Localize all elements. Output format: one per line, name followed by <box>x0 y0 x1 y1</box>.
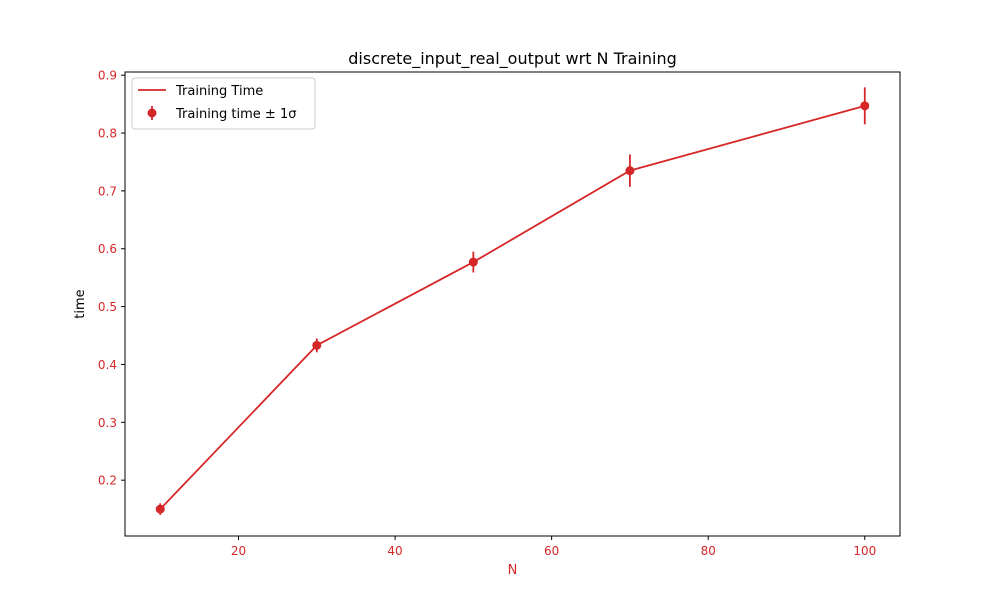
y-axis-label: time <box>73 289 88 318</box>
data-point-marker <box>625 166 635 176</box>
y-tick-label: 0.9 <box>98 69 117 83</box>
x-tick-label: 40 <box>387 544 402 558</box>
x-tick-label: 20 <box>231 544 246 558</box>
legend-label-training-time: Training Time <box>175 84 263 99</box>
legend: Training Time Training time ± 1σ <box>131 77 316 130</box>
x-tick-label: 60 <box>544 544 559 558</box>
y-tick-label: 0.4 <box>98 358 117 372</box>
data-point-marker <box>312 340 322 350</box>
y-tick-label: 0.5 <box>98 300 117 314</box>
data-markers <box>155 101 870 514</box>
legend-marker-swatch <box>147 108 157 118</box>
x-axis-ticks: 20 40 60 80 100 <box>231 536 876 558</box>
data-point-marker <box>468 257 478 267</box>
chart-title: discrete_input_real_output wrt N Trainin… <box>348 49 676 69</box>
plot-frame <box>124 71 901 537</box>
y-tick-label: 0.8 <box>98 127 117 141</box>
y-tick-label: 0.7 <box>98 184 117 198</box>
data-point-marker <box>860 101 870 111</box>
x-axis-label: N <box>508 563 518 578</box>
data-point-marker <box>155 504 165 514</box>
legend-label-training-sigma: Training time ± 1σ <box>175 107 296 122</box>
y-tick-label: 0.2 <box>98 474 117 488</box>
y-axis-ticks: 0.2 0.3 0.4 0.5 0.6 0.7 0.8 0.9 <box>98 69 125 488</box>
legend-box <box>131 77 316 130</box>
y-tick-label: 0.6 <box>98 242 117 256</box>
x-tick-label: 80 <box>701 544 716 558</box>
x-tick-label: 100 <box>853 544 876 558</box>
y-tick-label: 0.3 <box>98 416 117 430</box>
